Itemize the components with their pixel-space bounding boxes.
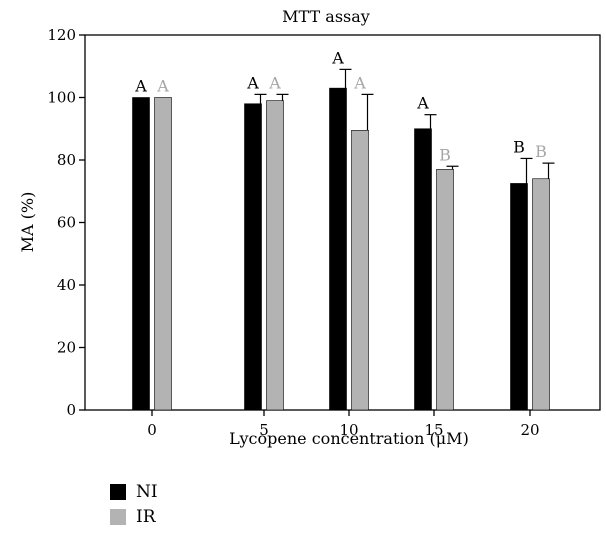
x-tick-label: 15 — [424, 421, 443, 439]
bar-ir-10 — [351, 130, 369, 411]
significance-letter: A — [246, 73, 259, 92]
y-tick-label: 80 — [57, 151, 76, 169]
bar-ni-0 — [132, 97, 150, 411]
legend-label-ir: IR — [136, 506, 156, 527]
legend-swatch-ni — [110, 483, 126, 500]
legend: NI IR — [110, 479, 158, 529]
y-tick-label: 0 — [66, 401, 76, 419]
legend-item-ni: NI — [110, 479, 158, 504]
x-tick-label: 20 — [520, 421, 539, 439]
significance-letter: A — [156, 77, 169, 96]
chart-title: MTT assay — [282, 7, 370, 26]
bar-ni-10 — [329, 87, 347, 411]
y-tick-label: 40 — [57, 276, 76, 294]
significance-letter: B — [513, 137, 525, 156]
bar-ir-0 — [154, 97, 172, 411]
significance-letter: B — [535, 142, 547, 161]
bar-ir-20 — [532, 178, 550, 411]
x-tick-label: 10 — [339, 421, 358, 439]
significance-letter: A — [353, 73, 366, 92]
legend-swatch-ir — [110, 508, 126, 525]
legend-item-ir: IR — [110, 504, 158, 529]
y-axis-label: MA (%) — [18, 192, 37, 253]
bar-ir-5 — [266, 100, 284, 411]
bars — [132, 68, 555, 411]
x-axis-label: Lycopene concentration (μM) — [229, 429, 469, 448]
bar-ni-5 — [244, 103, 262, 411]
significance-letter: B — [439, 145, 451, 164]
x-tick-label: 5 — [259, 421, 269, 439]
y-tick-label: 60 — [57, 214, 76, 232]
y-tick-label: 20 — [57, 339, 76, 357]
y-tick-label: 100 — [47, 89, 76, 107]
y-tick-label: 120 — [47, 26, 76, 44]
significance-letter: A — [416, 94, 429, 113]
significance-letter: A — [134, 77, 147, 96]
bar-ni-15 — [414, 128, 432, 411]
legend-label-ni: NI — [136, 481, 158, 502]
bar-ir-15 — [436, 169, 454, 411]
significance-letter: A — [268, 73, 281, 92]
x-tick-label: 0 — [147, 421, 157, 439]
significance-letter: A — [331, 48, 344, 67]
bar-ni-20 — [510, 183, 528, 411]
